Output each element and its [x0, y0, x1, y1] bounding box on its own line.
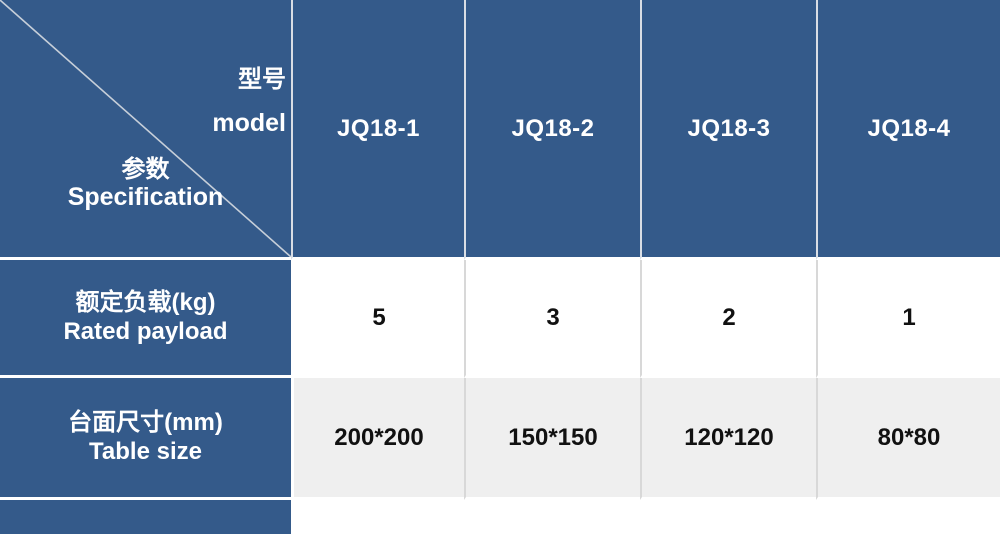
corner-spec-label-en: Specification: [67, 183, 224, 211]
corner-spec-label-zh: 参数: [121, 156, 170, 183]
column-header-jq18-4: JQ18-4: [816, 0, 1000, 260]
corner-header-cell: 型号 model 参数 Specification: [0, 0, 291, 260]
row-label-en: Table size: [89, 437, 202, 465]
diagonal-divider-line: [0, 0, 291, 257]
corner-model-block: 型号 model: [212, 68, 286, 136]
column-header-jq18-1: JQ18-1: [291, 0, 464, 260]
column-header-jq18-2: JQ18-2: [464, 0, 640, 260]
row-label-table-size: 台面尺寸(mm) Table size: [0, 378, 291, 500]
column-header-jq18-3: JQ18-3: [640, 0, 816, 260]
value-cell: 1: [816, 260, 1000, 378]
partial-row-cells: [291, 500, 1000, 534]
row-label-partial: [0, 500, 291, 534]
row-label-zh: 额定负载(kg): [75, 289, 216, 317]
value-cell: 80*80: [816, 378, 1000, 500]
value-cell: 2: [640, 260, 816, 378]
value-cell: 5: [291, 260, 464, 378]
corner-spec-block: 参数 Specification: [0, 158, 291, 210]
value-cell: 150*150: [464, 378, 640, 500]
value-cell: 200*200: [291, 378, 464, 500]
row-label-zh: 台面尺寸(mm): [68, 409, 223, 437]
row-label-rated-payload: 额定负载(kg) Rated payload: [0, 260, 291, 378]
value-cell: 3: [464, 260, 640, 378]
value-cell: 120*120: [640, 378, 816, 500]
row-label-en: Rated payload: [63, 317, 228, 345]
corner-model-label-en: model: [212, 109, 286, 137]
corner-model-label-zh: 型号: [238, 66, 286, 93]
